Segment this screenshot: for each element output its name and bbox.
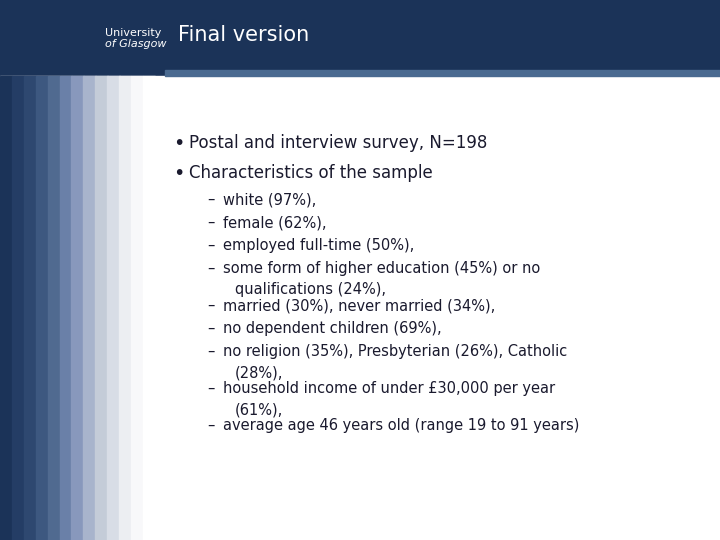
Text: average age 46 years old (range 19 to 91 years): average age 46 years old (range 19 to 91… (222, 418, 579, 433)
Bar (119, 76, 132, 540)
Text: Characteristics of the sample: Characteristics of the sample (189, 164, 433, 182)
Text: of Glasgow: of Glasgow (105, 39, 166, 49)
Bar (0, 0, 720, 70)
Text: –: – (207, 321, 214, 336)
Text: (28%),: (28%), (235, 365, 283, 380)
Bar (71, 76, 84, 540)
Text: –: – (207, 238, 214, 253)
Text: female (62%),: female (62%), (222, 215, 326, 230)
Bar (107, 76, 120, 540)
Bar (95, 76, 108, 540)
Bar (48, 76, 60, 540)
Text: no religion (35%), Presbyterian (26%), Catholic: no religion (35%), Presbyterian (26%), C… (222, 344, 567, 359)
Text: Final version: Final version (178, 25, 309, 45)
Text: married (30%), never married (34%),: married (30%), never married (34%), (222, 298, 495, 313)
Bar (0, 76, 12, 540)
Text: –: – (207, 192, 214, 207)
Text: –: – (207, 215, 214, 230)
Text: –: – (207, 418, 214, 433)
Bar (84, 76, 96, 540)
Bar (165, 70, 720, 76)
Text: –: – (207, 298, 214, 313)
Text: (61%),: (61%), (235, 402, 283, 417)
Text: –: – (207, 381, 214, 396)
Bar (60, 76, 72, 540)
Text: •: • (173, 134, 184, 153)
Text: •: • (173, 164, 184, 183)
Text: some form of higher education (45%) or no: some form of higher education (45%) or n… (222, 261, 540, 276)
Text: employed full-time (50%),: employed full-time (50%), (222, 238, 414, 253)
Bar (36, 76, 48, 540)
Text: no dependent children (69%),: no dependent children (69%), (222, 321, 441, 336)
Bar (24, 76, 36, 540)
Text: household income of under £30,000 per year: household income of under £30,000 per ye… (222, 381, 555, 396)
Text: qualifications (24%),: qualifications (24%), (235, 282, 386, 297)
Text: white (97%),: white (97%), (222, 192, 316, 207)
Text: University: University (105, 28, 161, 38)
Text: –: – (207, 261, 214, 276)
Text: Postal and interview survey, N=198: Postal and interview survey, N=198 (189, 134, 487, 152)
Bar (0, 76, 720, 540)
Text: –: – (207, 344, 214, 359)
Bar (0, 0, 160, 70)
Bar (12, 76, 24, 540)
Bar (143, 76, 156, 540)
Bar (131, 76, 143, 540)
